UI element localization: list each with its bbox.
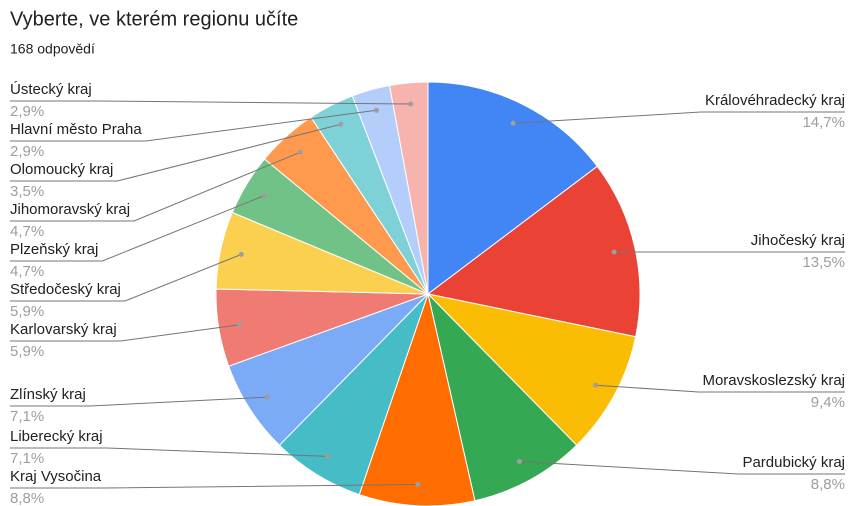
leader-line	[10, 100, 411, 105]
leader-dot	[373, 107, 379, 113]
leader-dot	[262, 192, 268, 198]
slice-value: 9,4%	[811, 394, 845, 411]
pie-slice	[427, 292, 578, 502]
chart-title: Vyberte, ve kterém regionu učíte	[10, 8, 298, 30]
slice-value: 13,5%	[802, 254, 845, 271]
pie-slice	[388, 81, 429, 295]
leader-dot	[264, 394, 270, 400]
leader-line	[10, 253, 242, 302]
slice-value: 7,1%	[10, 450, 44, 467]
leader-line	[595, 384, 845, 393]
leader-line	[10, 195, 265, 262]
leader-dot	[415, 482, 421, 488]
slice-label: Liberecký kraj	[10, 428, 103, 445]
slice-value: 3,5%	[10, 183, 44, 200]
leader-dot	[338, 121, 344, 127]
leader-dot	[297, 149, 303, 155]
slice-label: Jihomoravský kraj	[10, 201, 130, 218]
slice-label: Středočeský kraj	[10, 281, 121, 298]
slice-value: 7,1%	[10, 408, 44, 425]
leader-line	[10, 123, 341, 182]
slice-value: 5,9%	[10, 303, 44, 320]
chart-subtitle: 168 odpovědí	[10, 41, 95, 57]
leader-dot	[237, 322, 243, 328]
slice-label: Ústecký kraj	[10, 81, 92, 98]
slice-value: 2,9%	[10, 103, 44, 120]
slice-label: Karlovarský kraj	[10, 321, 117, 338]
slice-label: Zlínský kraj	[10, 386, 86, 403]
leader-line	[10, 109, 377, 142]
leader-line	[10, 324, 240, 342]
leader-line	[519, 460, 845, 475]
leader-line	[10, 484, 418, 489]
slice-value: 4,7%	[10, 223, 44, 240]
slice-label: Královéhradecký kraj	[705, 92, 845, 109]
slice-value: 14,7%	[802, 114, 845, 131]
slice-label: Hlavní město Praha	[10, 121, 142, 138]
slice-label: Pardubický kraj	[742, 454, 845, 471]
leader-line	[513, 111, 845, 124]
leader-dot	[510, 120, 516, 126]
slice-label: Moravskoslezský kraj	[702, 372, 845, 389]
leader-dot	[325, 453, 331, 459]
leader-dot	[516, 458, 522, 464]
slice-label: Olomoucký kraj	[10, 161, 113, 178]
leader-line	[10, 396, 268, 407]
leader-dot	[238, 251, 244, 257]
slice-label: Plzeňský kraj	[10, 241, 98, 258]
leader-dot	[611, 249, 617, 255]
leader-line	[10, 447, 328, 457]
leader-dot	[408, 101, 414, 107]
slice-value: 8,8%	[10, 490, 44, 506]
pie-slice	[426, 165, 641, 338]
slice-value: 5,9%	[10, 343, 44, 360]
pie-slice	[427, 81, 598, 296]
leader-line	[10, 151, 301, 222]
slice-value: 4,7%	[10, 263, 44, 280]
slice-value: 8,8%	[811, 476, 845, 493]
leader-dot	[593, 382, 599, 388]
slice-label: Kraj Vysočina	[10, 468, 102, 485]
slice-value: 2,9%	[10, 143, 44, 160]
pie-slice	[426, 293, 637, 446]
slice-label: Jihočeský kraj	[751, 232, 845, 249]
